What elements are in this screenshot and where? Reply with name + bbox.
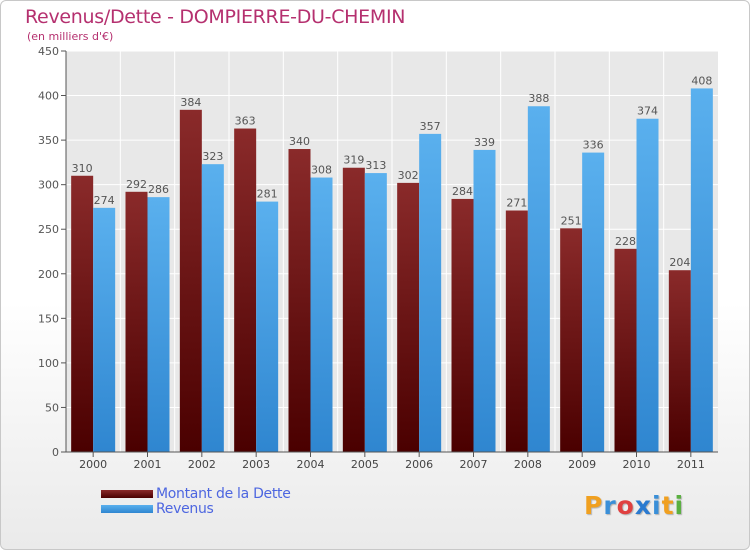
legend-swatch-debt [101,490,153,498]
bar-dette [505,210,528,452]
y-tick-label: 200 [38,268,59,281]
bar-revenus [473,149,496,452]
data-label: 313 [365,159,386,172]
bar-revenus [636,118,659,453]
chart-subtitle: (en milliers d'€) [27,30,114,43]
bar-dette [71,175,94,452]
bar-revenus [310,177,333,452]
data-label: 363 [235,115,256,128]
bar-revenus [93,207,116,452]
data-label: 292 [126,178,147,191]
logo-letter: i [652,491,662,520]
data-label: 336 [583,139,604,152]
data-label: 384 [180,96,201,109]
y-tick-label: 50 [45,401,59,414]
x-tick-label: 2008 [514,458,542,471]
bar-dette [342,167,365,453]
data-label: 271 [506,197,527,210]
y-tick-label: 300 [38,179,59,192]
chart-title: Revenus/Dette - DOMPIERRE-DU-CHEMIN [25,6,406,28]
data-label: 204 [669,256,690,269]
x-tick-label: 2002 [188,458,216,471]
data-label: 281 [257,188,278,201]
y-tick-label: 250 [38,223,59,236]
data-label: 340 [289,135,310,148]
bar-revenus [147,197,170,452]
x-tick-label: 2009 [568,458,596,471]
x-tick-label: 2007 [460,458,488,471]
bar-revenus [527,106,550,452]
x-tick-label: 2001 [134,458,162,471]
y-tick-label: 150 [38,312,59,325]
x-tick-label: 2004 [297,458,325,471]
logo-letter: P [584,491,604,520]
bar-dette [234,128,257,452]
bar-revenus [364,173,387,453]
bar-dette [397,182,420,452]
bar-revenus [256,201,279,452]
x-tick-label: 2010 [623,458,651,471]
bar-revenus [419,133,442,452]
bar-dette [288,149,311,452]
bar-dette [451,198,474,452]
bar-dette [668,270,691,452]
x-tick-label: 2003 [242,458,270,471]
y-tick-label: 350 [38,134,59,147]
logo-letter: i [674,491,685,520]
y-tick-label: 400 [38,90,59,103]
logo-letter: x [634,491,652,520]
data-label: 388 [528,92,549,105]
legend-swatch-revenus [101,505,153,513]
x-tick-label: 2005 [351,458,379,471]
bar-revenus [690,88,713,452]
proxiti-logo: Proxiti [584,491,684,520]
data-label: 284 [452,185,473,198]
y-tick-label: 450 [38,45,59,58]
bar-revenus [201,164,224,452]
data-label: 308 [311,164,332,177]
bar-revenus [582,152,605,452]
legend-label-debt: Montant de la Dette [156,486,291,502]
data-label: 274 [94,194,115,207]
data-label: 302 [398,169,419,182]
bar-dette [179,109,202,453]
data-label: 228 [615,235,636,248]
y-tick-label: 0 [52,446,59,459]
data-label: 374 [637,105,658,118]
y-tick-label: 100 [38,357,59,370]
x-tick-label: 2006 [405,458,433,471]
data-label: 319 [343,154,364,167]
x-tick-label: 2000 [79,458,107,471]
legend-label-revenus: Revenus [156,501,214,517]
x-tick-label: 2011 [677,458,705,471]
data-label: 339 [474,136,495,149]
data-label: 310 [72,162,93,175]
logo-letter: o [616,491,635,520]
bar-dette [125,191,148,452]
data-label: 357 [420,120,441,133]
data-label: 408 [691,74,712,87]
logo-letter: t [661,491,675,520]
data-label: 251 [561,214,582,227]
bar-dette [614,248,637,452]
data-label: 323 [202,150,223,163]
logo-letter: r [603,491,617,520]
bar-dette [560,228,583,452]
data-label: 286 [148,183,169,196]
